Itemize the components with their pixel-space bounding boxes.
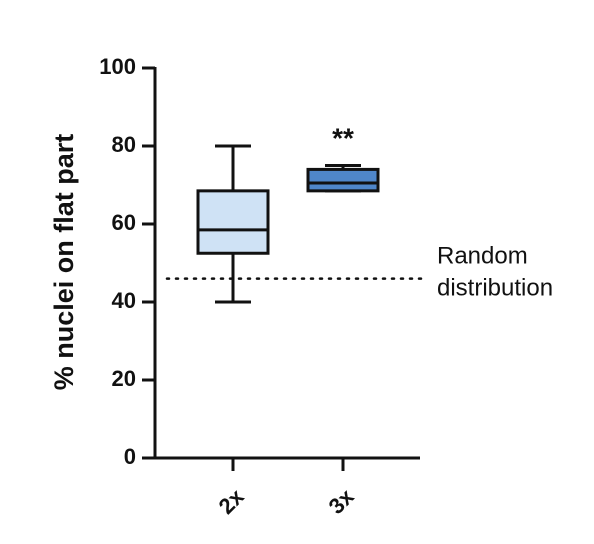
x-tick-label-2x: 2x [214, 483, 250, 519]
significance-marker-3x: ** [332, 123, 354, 154]
boxes-group: ** [196, 123, 380, 304]
y-tick-label-80: 80 [112, 132, 136, 157]
x-tick-label-3x: 3x [324, 483, 360, 519]
y-tick-label-20: 20 [112, 366, 136, 391]
y-tick-label-40: 40 [112, 288, 136, 313]
iqr-box-2x [196, 189, 270, 255]
y-tick-label-100: 100 [99, 54, 136, 79]
y-axis-label: % nuclei on flat part [49, 134, 79, 391]
y-tick-label-0: 0 [124, 444, 136, 469]
reference-line-label: Random distribution [437, 243, 553, 302]
reference-line-label-line-1: Random [437, 243, 528, 270]
iqr-box-3x [306, 167, 380, 193]
box-3x: ** [306, 123, 380, 193]
reference-line-label-line-2: distribution [437, 275, 553, 302]
y-axis: 0 20 40 60 80 100 [99, 54, 157, 469]
x-axis: 2x 3x [153, 456, 420, 519]
reference-line-group: Random distribution [165, 243, 553, 302]
y-tick-label-60: 60 [112, 210, 136, 235]
box-2x [196, 144, 270, 304]
